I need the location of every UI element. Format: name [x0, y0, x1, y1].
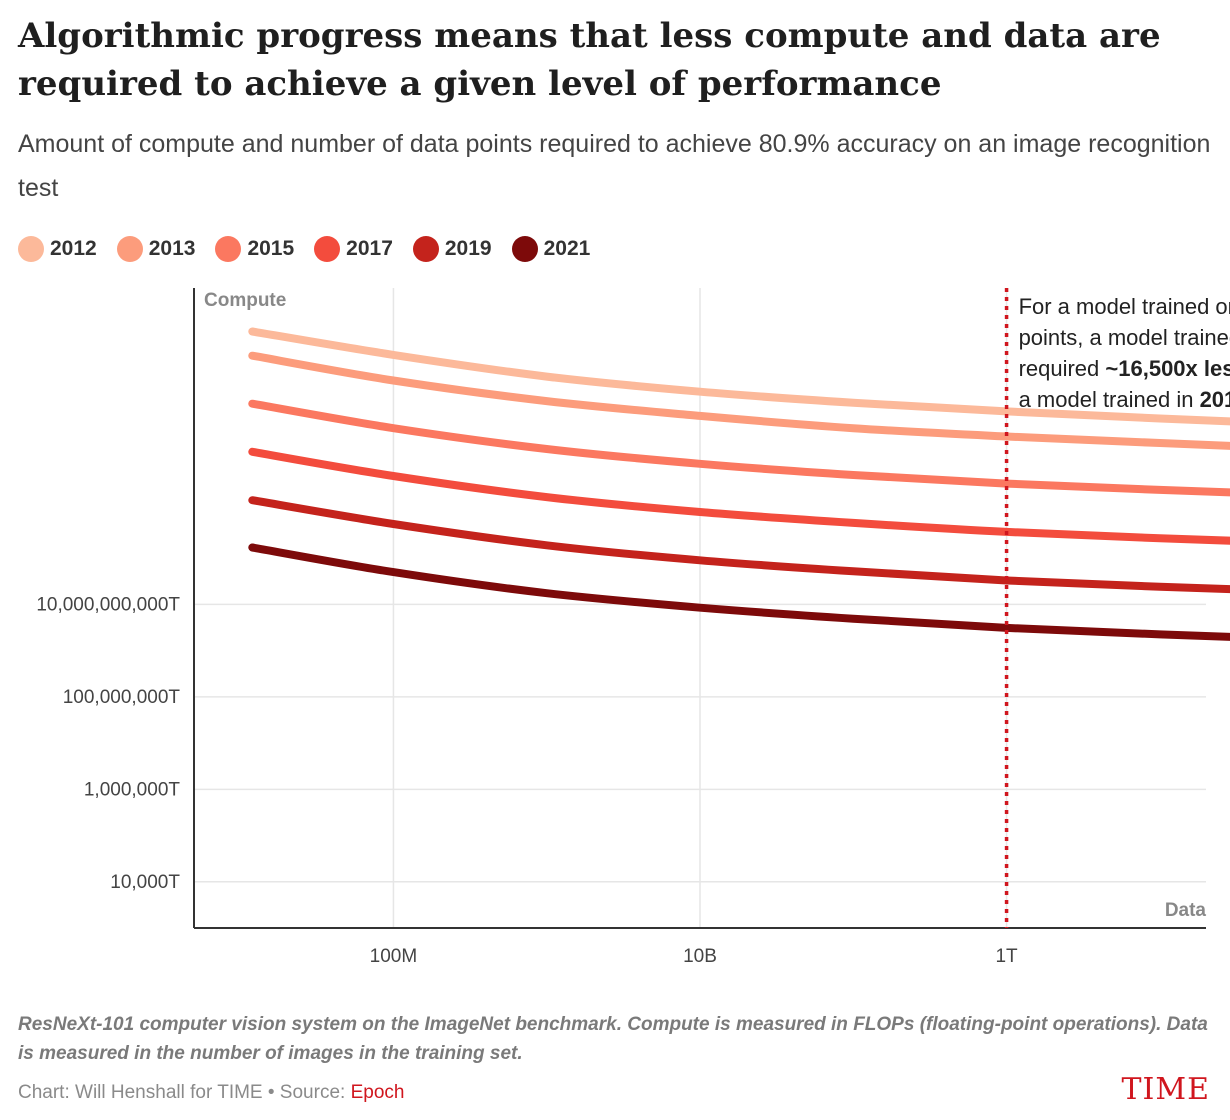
legend-swatch — [116, 236, 143, 262]
legend-swatch — [511, 236, 538, 262]
annotation-part: a model trained in — [1019, 387, 1200, 412]
legend-label: 2021 — [543, 237, 591, 260]
annotation-part: required — [1019, 356, 1106, 381]
credit-line: Chart: Will Henshall for TIME • Source: … — [18, 1082, 404, 1104]
legend-label: 2012 — [50, 237, 97, 260]
series-line-2021 — [248, 543, 1230, 641]
series-line-2015 — [248, 399, 1230, 497]
series-line-2017 — [248, 447, 1230, 545]
annotation-part: 2012 — [1200, 387, 1230, 412]
legend: 2012 2013 2015 2017 2019 2021 — [18, 236, 610, 262]
line-chart: 100M10B1T100T10,000T10,000T1,000,000T100… — [36, 288, 1230, 967]
legend-label: 2017 — [346, 237, 393, 260]
y-tick-label: 100,000,000T — [63, 687, 181, 708]
series-line-2013 — [248, 351, 1230, 450]
chart-subtitle: Amount of compute and number of data poi… — [18, 130, 1211, 202]
source-link[interactable]: Epoch — [350, 1082, 405, 1103]
time-logo: TIME — [1121, 1072, 1210, 1107]
series-line-2019 — [248, 496, 1230, 594]
x-tick-label: 1T — [995, 946, 1018, 967]
legend-item-2017: 2017 — [314, 236, 393, 262]
legend-swatch — [18, 236, 44, 262]
legend-label: 2013 — [148, 237, 196, 260]
legend-label: 2015 — [247, 237, 295, 260]
annotation-text: For a model trained on one trillion data… — [1019, 294, 1230, 412]
legend-item-2012: 2012 — [18, 236, 97, 262]
credit-text: Chart: Will Henshall for TIME • Source: — [18, 1082, 351, 1103]
y-axis-label: Compute — [204, 290, 286, 311]
legend-swatch — [314, 236, 341, 262]
legend-item-2013: 2013 — [116, 236, 196, 262]
y-tick-label: 10,000T — [110, 872, 180, 893]
annotation-part: For a model trained on one trillion data — [1019, 294, 1230, 319]
legend-item-2021: 2021 — [511, 236, 591, 262]
series-line-2012 — [248, 327, 1230, 426]
chart-title: Algorithmic progress means that less com… — [18, 16, 1161, 104]
y-tick-label: 10,000,000,000T — [36, 594, 180, 615]
x-axis-label: Data — [1165, 900, 1207, 921]
annotation-part: points, a model trained in — [1019, 325, 1230, 350]
legend-swatch — [412, 236, 439, 262]
y-tick-label: 1,000,000T — [84, 779, 181, 800]
legend-swatch — [215, 236, 242, 262]
x-tick-label: 10B — [683, 946, 717, 967]
legend-item-2019: 2019 — [412, 236, 492, 262]
annotation-part: ~16,500x less compute — [1105, 356, 1230, 381]
legend-item-2015: 2015 — [215, 236, 294, 262]
footnote: ResNeXt-101 computer vision system on th… — [18, 1014, 1208, 1064]
legend-label: 2019 — [444, 237, 492, 260]
x-tick-label: 100M — [370, 946, 418, 967]
